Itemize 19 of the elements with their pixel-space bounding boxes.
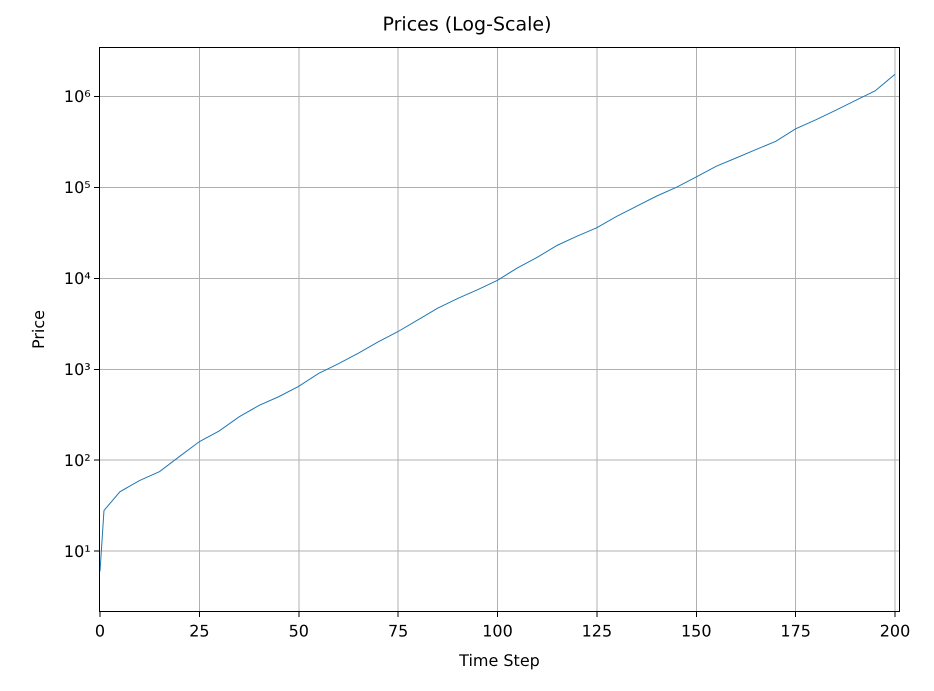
x-tick-label: 100 bbox=[482, 621, 513, 640]
y-tick-label: 10³ bbox=[64, 360, 91, 379]
x-tick-label: 150 bbox=[680, 621, 712, 640]
y-tick-label: 10² bbox=[64, 450, 91, 470]
x-axis-title: Time Step bbox=[458, 651, 540, 670]
x-tick-label: 200 bbox=[880, 621, 910, 640]
x-tick-label: 50 bbox=[288, 621, 309, 640]
y-tick-label: 10⁶ bbox=[64, 86, 91, 106]
x-tick-label: 0 bbox=[94, 621, 106, 640]
line-series bbox=[100, 74, 896, 572]
y-tick-label: 10⁵ bbox=[64, 178, 91, 197]
x-tick-label: 75 bbox=[388, 621, 408, 640]
x-tick-label: 125 bbox=[582, 621, 612, 640]
y-tick-label: 10⁴ bbox=[64, 268, 91, 288]
chart-title: Prices (Log-Scale) bbox=[382, 14, 552, 36]
y-tick-label: 10¹ bbox=[64, 542, 91, 561]
x-tick-label: 25 bbox=[189, 621, 210, 640]
y-axis-title: Price bbox=[28, 310, 48, 350]
x-tick-label: 175 bbox=[780, 621, 811, 640]
